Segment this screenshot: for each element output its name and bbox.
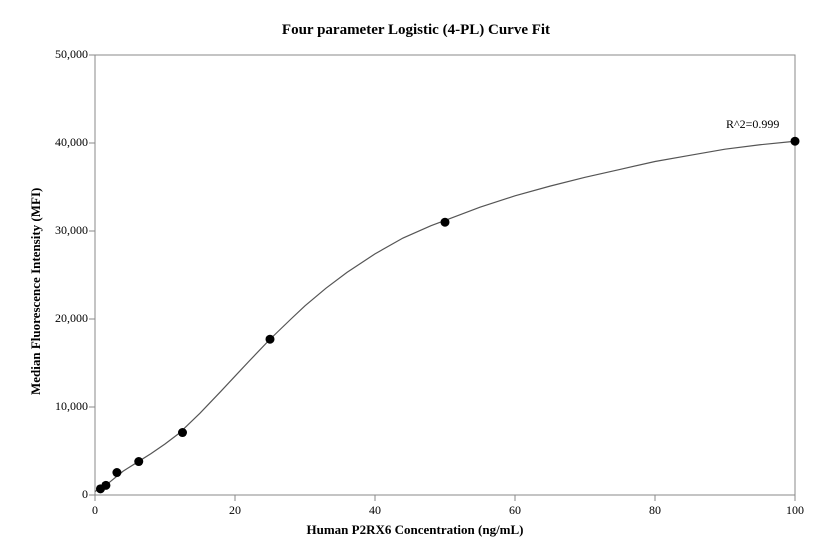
plot-area-border — [95, 55, 795, 495]
x-tick-label: 40 — [363, 503, 387, 518]
x-tick-label: 60 — [503, 503, 527, 518]
data-point — [112, 468, 121, 477]
y-tick-label: 40,000 — [40, 135, 88, 150]
y-tick-label: 30,000 — [40, 223, 88, 238]
y-axis-label: Median Fluorescence Intensity (MFI) — [28, 188, 44, 395]
data-point — [101, 481, 110, 490]
y-tick-label: 20,000 — [40, 311, 88, 326]
data-point — [134, 457, 143, 466]
y-tick-label: 0 — [40, 487, 88, 502]
x-tick-label: 20 — [223, 503, 247, 518]
data-point — [441, 218, 450, 227]
r-squared-annotation: R^2=0.999 — [726, 117, 779, 132]
x-tick-label: 0 — [83, 503, 107, 518]
y-tick-label: 50,000 — [40, 47, 88, 62]
data-point — [791, 137, 800, 146]
y-tick-label: 10,000 — [40, 399, 88, 414]
x-axis-label: Human P2RX6 Concentration (ng/mL) — [40, 522, 790, 538]
x-tick-label: 100 — [783, 503, 807, 518]
fit-curve — [95, 141, 795, 491]
x-tick-label: 80 — [643, 503, 667, 518]
chart-container: Four parameter Logistic (4-PL) Curve Fit… — [0, 0, 832, 560]
data-point — [178, 428, 187, 437]
data-point — [266, 335, 275, 344]
chart-svg — [0, 0, 832, 560]
